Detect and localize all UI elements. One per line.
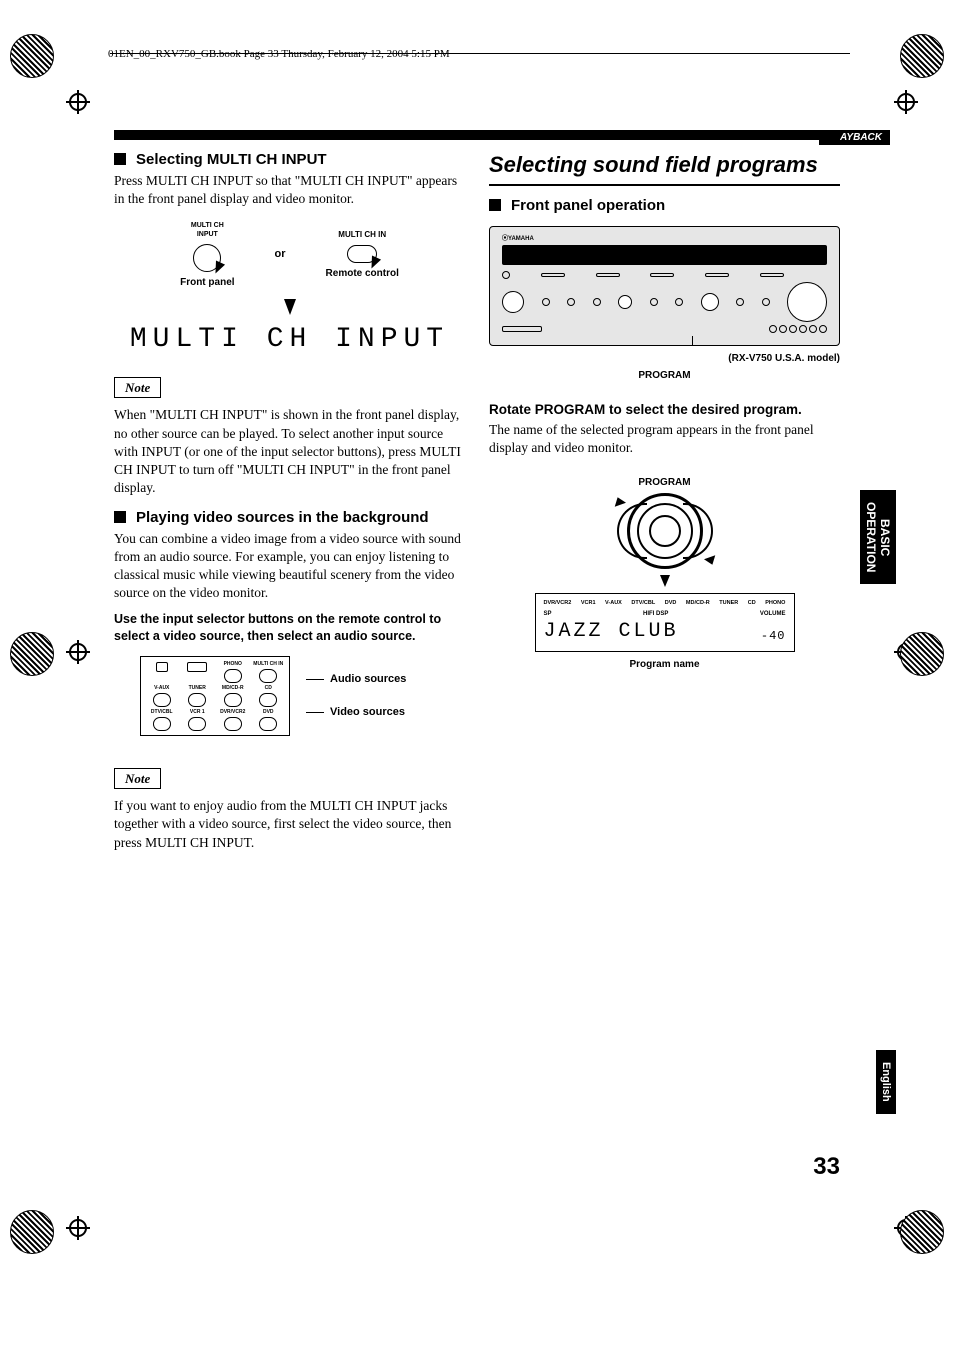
- lcd-program-name: JAZZ CLUB: [544, 618, 679, 645]
- para-multi-ch: Press MULTI CH INPUT so that "MULTI CH I…: [114, 172, 465, 208]
- leader-line: [692, 336, 693, 346]
- side-tab-language: English: [876, 1050, 896, 1114]
- knob-icon: [502, 291, 524, 313]
- volume-knob-icon: [787, 282, 827, 322]
- receiver-panel-figure: ⦿YAMAHA: [489, 226, 840, 346]
- note-badge: Note: [114, 377, 161, 399]
- note2: If you want to enjoy audio from the MULT…: [114, 797, 465, 852]
- figure-input-controls: MULTI CH INPUT Front panel or MULTI CH I…: [114, 221, 465, 289]
- program-knob-icon: [701, 293, 719, 311]
- right-column: Selecting sound field programs Front pan…: [489, 150, 840, 1251]
- para-video-bg: You can combine a video image from a vid…: [114, 530, 465, 603]
- arrow-down-icon: [660, 575, 670, 587]
- figure-remote-sources: PHONO MULTI CH IN V-AUX TUNER MD/CD-R CD…: [140, 656, 465, 735]
- lcd-sp: SP: [544, 610, 552, 618]
- note-badge: Note: [114, 768, 161, 790]
- heading-video-bg: Playing video sources in the background: [114, 508, 465, 528]
- page-number: 33: [813, 1153, 840, 1181]
- panel-display: [502, 245, 827, 265]
- content-columns: Selecting MULTI CH INPUT Press MULTI CH …: [114, 150, 840, 1251]
- heading-rotate: Rotate PROGRAM to select the desired pro…: [489, 401, 840, 419]
- model-label: (RX-V750 U.S.A. model): [489, 352, 840, 366]
- para-program-name: The name of the selected program appears…: [489, 421, 840, 457]
- label-video-sources: Video sources: [330, 705, 405, 720]
- left-column: Selecting MULTI CH INPUT Press MULTI CH …: [114, 150, 465, 1251]
- bullet-icon: [114, 511, 126, 523]
- lcd-volume-label: VOLUME: [760, 610, 786, 618]
- lcd-volume: -40: [761, 628, 786, 644]
- note1: When "MULTI CH INPUT" is shown in the fr…: [114, 406, 465, 497]
- heading-multi-ch: Selecting MULTI CH INPUT: [114, 150, 465, 170]
- para-instruction: Use the input selector buttons on the re…: [114, 611, 465, 645]
- seg-display: MULTI CH INPUT: [114, 321, 465, 359]
- bullet-icon: [489, 199, 501, 211]
- header-path: 01EN_00_RXV750_GB.book Page 33 Thursday,…: [108, 48, 886, 60]
- label-audio-sources: Audio sources: [330, 672, 406, 687]
- label-multi-ch-in: MULTI CH IN: [338, 230, 386, 241]
- program-label: PROGRAM: [638, 476, 690, 490]
- leader-line: [306, 712, 324, 713]
- label-or: or: [275, 247, 286, 262]
- heading-front-panel-op: Front panel operation: [489, 196, 840, 216]
- lcd-hifidsp: HIFI DSP: [552, 610, 760, 618]
- fig-front-panel: MULTI CH INPUT Front panel: [180, 221, 234, 289]
- section-title: Selecting sound field programs: [489, 150, 840, 186]
- arrow-icon: [611, 495, 625, 507]
- leader-line: [306, 679, 324, 680]
- label-front-panel: Front panel: [180, 276, 234, 290]
- top-black-bar: [114, 130, 840, 140]
- label-program-name: Program name: [629, 658, 699, 672]
- knob-icon: [618, 295, 632, 309]
- label-multi-ch-input: MULTI CH INPUT: [191, 221, 224, 240]
- program-label: PROGRAM: [489, 369, 840, 383]
- figure-program-knob: PROGRAM DVR/VCR2VCR1 V-AUXDTV/CBL DVDMD/…: [489, 472, 840, 672]
- arrow-down-icon: [284, 299, 296, 315]
- knob-core-icon: [649, 515, 681, 547]
- fig-remote: MULTI CH IN Remote control: [326, 230, 399, 280]
- side-tab-operation: BASIC OPERATION: [860, 490, 896, 584]
- arrow-icon: [703, 555, 717, 567]
- label-remote-control: Remote control: [326, 267, 399, 281]
- bullet-icon: [114, 153, 126, 165]
- lcd-display: DVR/VCR2VCR1 V-AUXDTV/CBL DVDMD/CD-R TUN…: [535, 593, 795, 652]
- remote-grid: PHONO MULTI CH IN V-AUX TUNER MD/CD-R CD…: [140, 656, 290, 735]
